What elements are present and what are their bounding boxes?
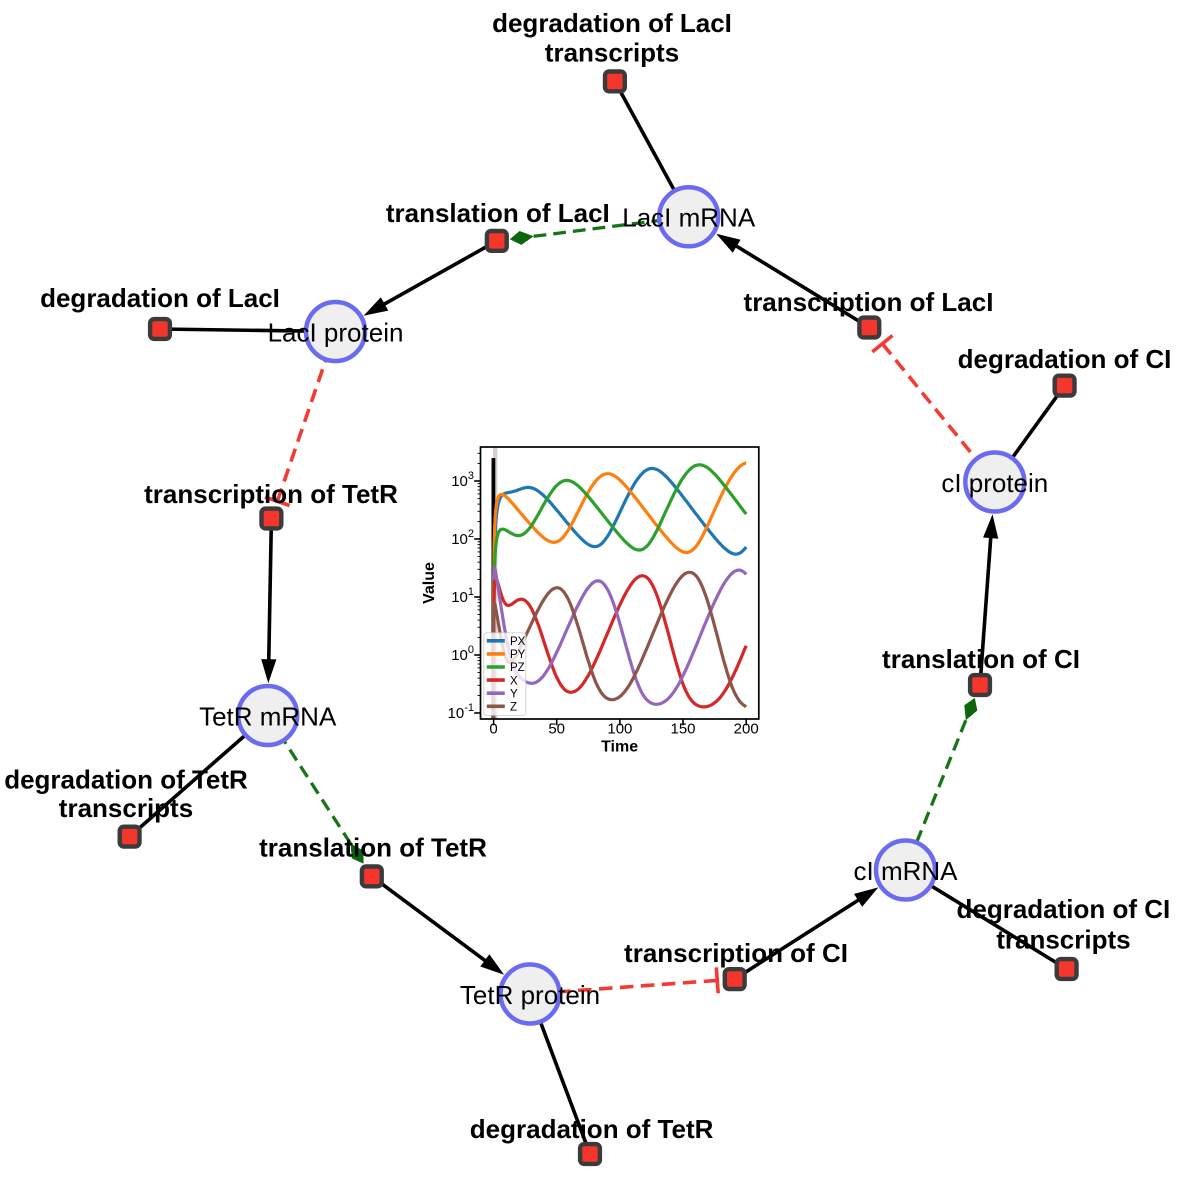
svg-text:PX: PX xyxy=(510,636,526,648)
svg-text:degradation of TetR: degradation of TetR xyxy=(470,1114,714,1144)
svg-text:degradation of LacI: degradation of LacI xyxy=(40,283,280,313)
svg-text:PY: PY xyxy=(510,649,526,661)
svg-text:150: 150 xyxy=(670,721,695,738)
svg-text:TetR mRNA: TetR mRNA xyxy=(199,701,337,731)
svg-text:Y: Y xyxy=(510,688,518,700)
svg-text:50: 50 xyxy=(548,721,565,738)
svg-text:degradation of LacI: degradation of LacI xyxy=(492,8,732,38)
svg-text:transcription of TetR: transcription of TetR xyxy=(144,479,398,509)
svg-text:degradation of CI: degradation of CI xyxy=(957,894,1171,924)
svg-text:transcripts: transcripts xyxy=(59,793,193,823)
svg-text:translation of LacI: translation of LacI xyxy=(386,198,610,228)
svg-text:transcription of CI: transcription of CI xyxy=(624,938,848,968)
svg-text:Z: Z xyxy=(510,702,517,714)
svg-text:translation of TetR: translation of TetR xyxy=(259,833,487,863)
svg-text:X: X xyxy=(510,675,518,687)
svg-text:Time: Time xyxy=(601,739,638,756)
svg-text:translation of CI: translation of CI xyxy=(882,644,1080,674)
svg-text:TetR protein: TetR protein xyxy=(460,980,600,1010)
svg-text:PZ: PZ xyxy=(510,662,525,674)
svg-text:Value: Value xyxy=(421,562,438,604)
svg-text:degradation of CI: degradation of CI xyxy=(958,344,1172,374)
svg-text:cI protein: cI protein xyxy=(941,468,1048,498)
svg-text:LacI protein: LacI protein xyxy=(268,317,404,347)
svg-text:transcription of LacI: transcription of LacI xyxy=(744,287,994,317)
svg-text:transcripts: transcripts xyxy=(545,38,679,68)
svg-text:LacI mRNA: LacI mRNA xyxy=(622,203,756,233)
svg-text:transcripts: transcripts xyxy=(996,924,1130,954)
svg-text:100: 100 xyxy=(607,721,632,738)
svg-text:0: 0 xyxy=(489,721,497,738)
svg-text:200: 200 xyxy=(734,721,759,738)
svg-text:degradation of TetR: degradation of TetR xyxy=(4,764,248,794)
svg-text:cI mRNA: cI mRNA xyxy=(854,856,959,886)
